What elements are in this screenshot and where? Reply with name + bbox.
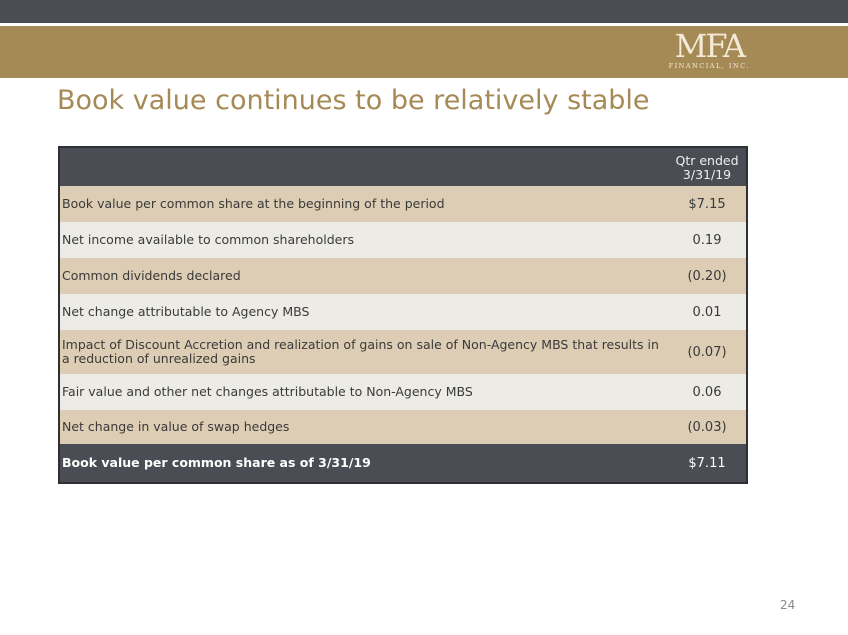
row-label: Net income available to common sharehold… [62,232,354,247]
table-row: Net change in value of swap hedges (0.03… [60,410,746,444]
page-title: Book value continues to be relatively st… [57,85,650,116]
brand-band [0,26,848,78]
logo-text: MFA [674,27,746,65]
row-value: $7.15 [688,196,726,212]
table-row: Book value per common share at the begin… [60,186,746,222]
table-row: Impact of Discount Accretion and realiza… [60,330,746,374]
column-header: Qtr ended 3/31/19 [675,153,739,182]
table-row: Net income available to common sharehold… [60,222,746,258]
table-row: Net change attributable to Agency MBS 0.… [60,294,746,330]
logo-subtext: FINANCIAL, INC. [668,62,750,70]
row-label: Net change attributable to Agency MBS [62,304,310,319]
top-bar [0,0,848,23]
company-logo: MFA FINANCIAL, INC. [669,30,750,70]
page-number: 24 [780,598,796,612]
row-value: (0.03) [687,419,727,435]
book-value-table: Qtr ended 3/31/19 Book value per common … [58,146,748,484]
row-label: Common dividends declared [62,268,241,283]
total-label: Book value per common share as of 3/31/1… [62,455,371,470]
row-value: (0.20) [687,268,727,284]
table-row: Fair value and other net changes attribu… [60,374,746,410]
row-label: Net change in value of swap hedges [62,419,290,434]
divider-line [0,23,848,26]
row-value: 0.19 [692,232,722,248]
table-row: Common dividends declared (0.20) [60,258,746,294]
row-label: Book value per common share at the begin… [62,196,445,211]
total-value: $7.11 [688,455,726,471]
table-total-row: Book value per common share as of 3/31/1… [60,444,746,482]
row-label: Impact of Discount Accretion and realiza… [62,337,659,366]
row-value: 0.06 [692,384,722,400]
table-header-row: Qtr ended 3/31/19 [60,148,746,186]
row-value: (0.07) [687,344,727,360]
row-value: 0.01 [692,304,722,320]
row-label: Fair value and other net changes attribu… [62,384,473,399]
